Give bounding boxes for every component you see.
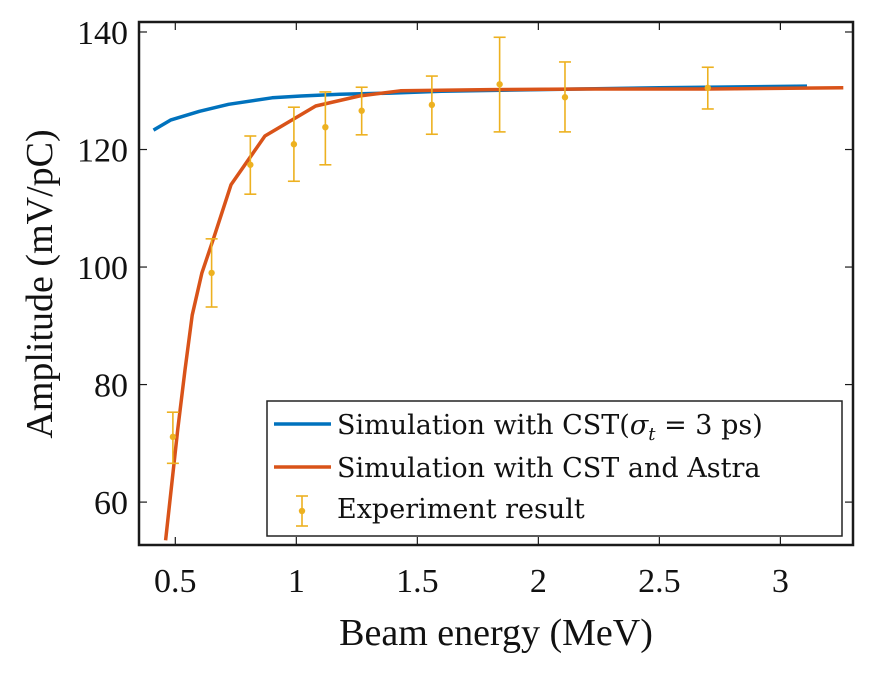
experiment-point [244, 135, 257, 195]
experiment-point [205, 238, 218, 308]
x-axis-label: Beam energy (MeV) [339, 612, 653, 654]
y-tick-label: 100 [77, 250, 128, 287]
data-point [496, 81, 503, 88]
series-line-1 [163, 86, 844, 541]
tick-labels: 0.5 1 1.5 2 2.5 3 60 80 100 120 140 [77, 15, 789, 600]
data-point [169, 433, 177, 441]
data-point [290, 141, 298, 148]
axes-box [137, 20, 855, 547]
legend-marker [298, 507, 306, 515]
data-point [208, 269, 215, 277]
experiment-point [701, 66, 714, 110]
experiment-point [425, 75, 438, 136]
x-tick-label: 2.5 [638, 563, 681, 600]
legend-box [266, 400, 843, 537]
x-tick-label: 2 [530, 563, 547, 600]
y-tick-label: 140 [77, 15, 128, 52]
x-tick-label: 1 [288, 563, 305, 600]
experiment-point [319, 91, 332, 166]
y-axis-label: Amplitude (mV/pC) [19, 129, 61, 438]
experiment-point [166, 411, 179, 465]
y-tick-label: 120 [77, 133, 128, 170]
experiment-point [287, 106, 300, 183]
experiment-point [355, 86, 368, 136]
series-layer [152, 36, 844, 541]
experiment-point [558, 61, 571, 133]
data-point [428, 101, 436, 109]
legend: Simulation with CST(σt = 3 ps) Simulatio… [266, 400, 843, 537]
legend-swatch-experiment [296, 495, 308, 527]
data-point [247, 161, 254, 168]
legend-label-cst-astra: Simulation with CST and Astra [337, 453, 760, 484]
data-point [704, 84, 711, 92]
y-tick-label: 60 [94, 485, 128, 522]
x-tick-label: 1.5 [396, 563, 439, 600]
data-point [358, 107, 365, 114]
data-point [561, 94, 569, 101]
y-tick-label: 80 [94, 368, 128, 405]
data-point [322, 123, 329, 131]
x-tick-label: 0.5 [154, 563, 197, 600]
legend-label-cst: Simulation with CST(σt = 3 ps) [337, 410, 763, 445]
tick-marks [139, 22, 853, 545]
legend-label-experiment: Experiment result [337, 494, 585, 525]
experiment-point [493, 36, 506, 133]
axes [137, 20, 855, 547]
x-tick-label: 3 [772, 563, 789, 600]
